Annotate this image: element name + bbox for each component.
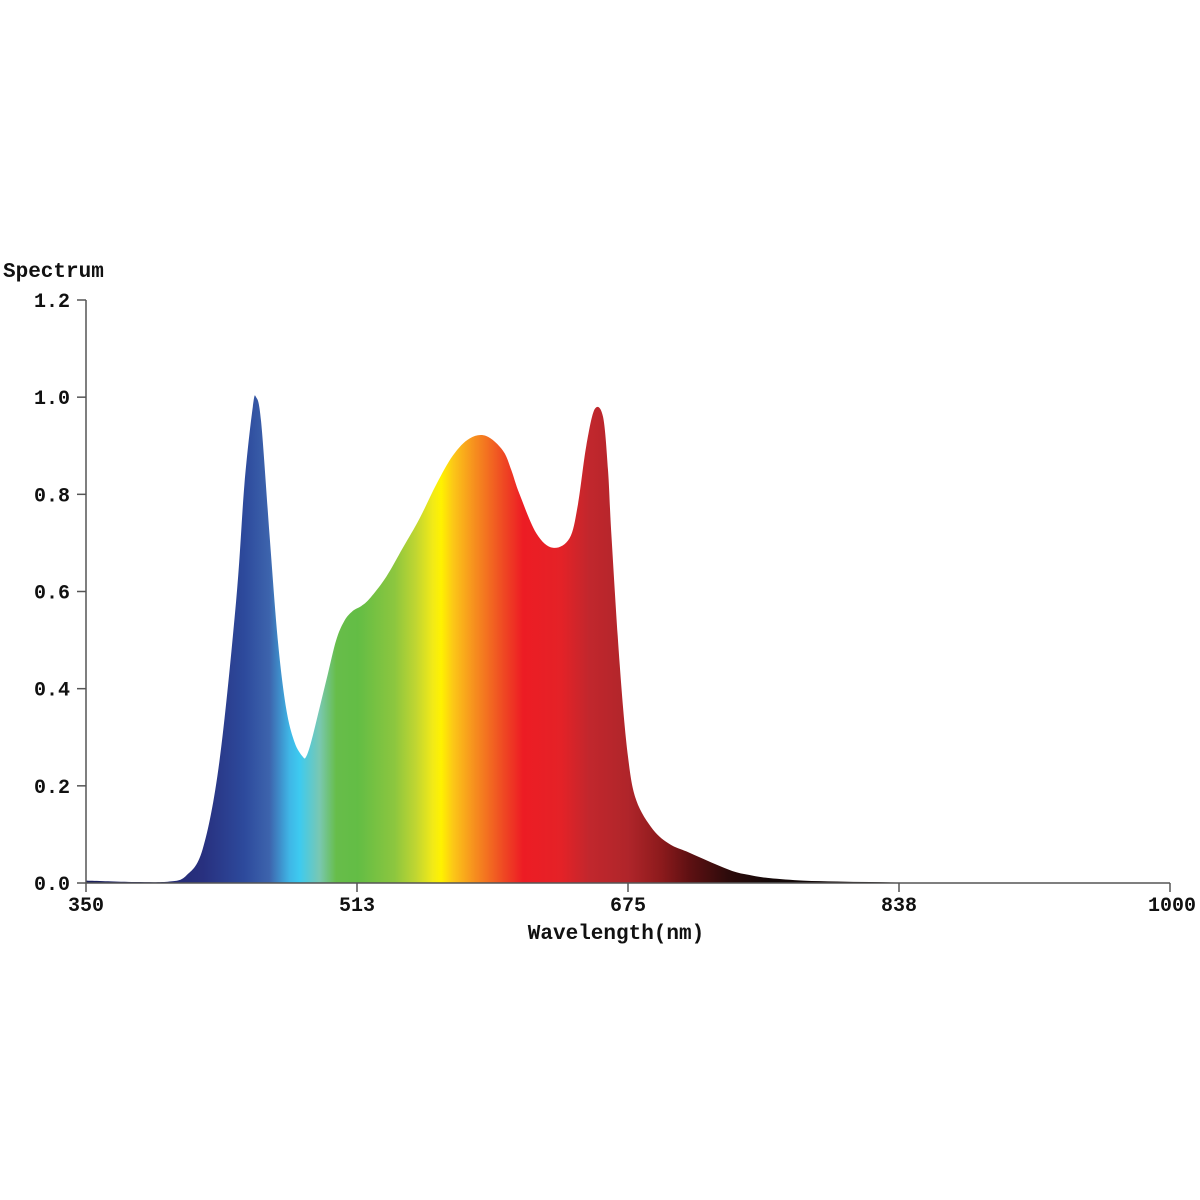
- y-tick-label: 0.4: [34, 680, 70, 703]
- spectrum-area: [86, 395, 1170, 883]
- x-tick-label: 350: [68, 895, 104, 918]
- axes: 0.0 0.2 0.4 0.6 0.8 1.0 1.2 350 513 675 838 1000: [34, 291, 1196, 918]
- y-tick-label: 0.2: [34, 777, 70, 800]
- y-axis-title: Spectrum: [3, 261, 104, 284]
- y-tick-label: 0.6: [34, 583, 70, 606]
- x-axis-title: Wavelength(nm): [528, 923, 704, 946]
- x-tick-label: 513: [339, 895, 375, 918]
- y-tick-label: 0.8: [34, 485, 70, 508]
- y-tick-label: 1.0: [34, 388, 70, 411]
- x-tick-label: 1000: [1148, 895, 1196, 918]
- plot-area: [86, 395, 1170, 883]
- x-tick-label: 838: [881, 895, 917, 918]
- x-tick-label: 675: [610, 895, 646, 918]
- y-tick-label: 0.0: [34, 874, 70, 897]
- y-tick-label: 1.2: [34, 291, 70, 314]
